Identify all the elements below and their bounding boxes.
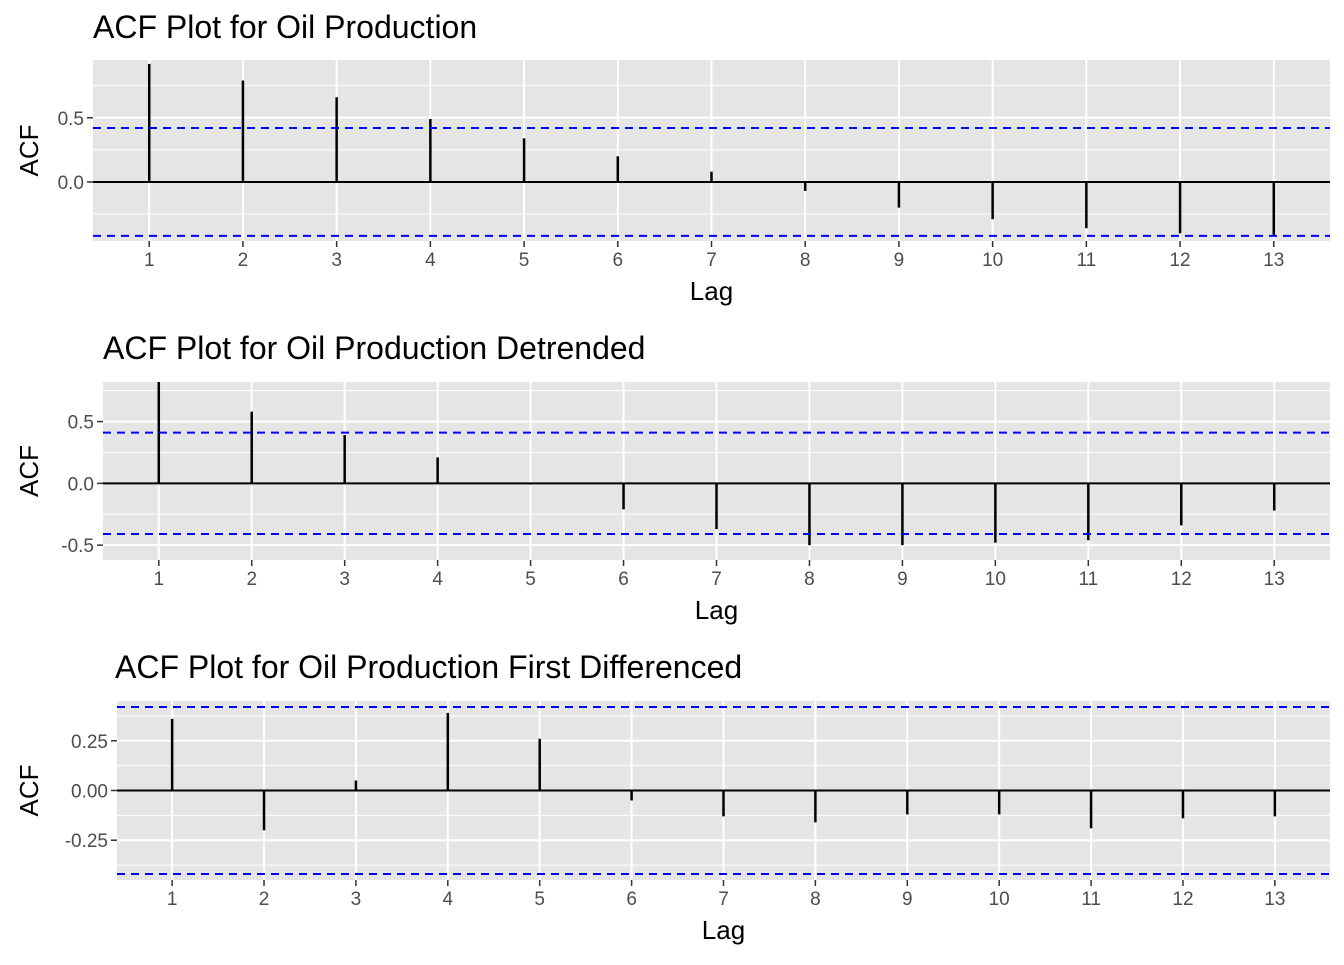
x-tick-label: 10 [982,250,1003,271]
x-tick-label: 8 [800,250,811,271]
y-axis-label: ACF [14,765,44,817]
x-tick-label: 11 [1078,569,1098,590]
x-tick-label: 11 [1081,889,1101,910]
x-tick-label: 10 [985,569,1006,590]
x-tick-label: 11 [1076,250,1096,271]
x-tick-label: 4 [443,889,454,910]
x-tick-label: 10 [989,889,1010,910]
y-tick-label: -0.25 [65,831,108,852]
x-tick-label: 9 [894,250,905,271]
acf-panel-3: ACF Plot for Oil Production First Differ… [14,649,1330,945]
x-tick-label: 5 [525,569,536,590]
x-tick-label: 8 [810,889,821,910]
x-tick-label: 6 [612,250,623,271]
x-tick-label: 5 [534,889,545,910]
y-tick-label: 0.25 [71,732,108,753]
chart-title: ACF Plot for Oil Production First Differ… [115,649,742,685]
x-tick-label: 9 [897,569,908,590]
y-tick-label: 0.0 [58,173,84,194]
x-axis-label: Lag [690,276,733,306]
acf-panel-2: ACF Plot for Oil Production Detrended -0.… [14,330,1330,625]
x-tick-label: 7 [718,889,729,910]
x-axis-label: Lag [702,915,745,945]
x-tick-label: 6 [626,889,637,910]
x-tick-label: 3 [351,889,362,910]
y-tick-label: -0.5 [61,536,94,557]
x-axis-label: Lag [695,595,738,625]
x-tick-label: 13 [1264,889,1285,910]
x-tick-label: 1 [144,250,155,271]
x-tick-label: 4 [425,250,436,271]
x-tick-label: 2 [259,889,270,910]
x-tick-label: 6 [618,569,629,590]
x-tick-label: 8 [804,569,815,590]
x-tick-label: 13 [1264,569,1285,590]
x-tick-label: 2 [238,250,249,271]
x-tick-label: 3 [339,569,350,590]
x-tick-label: 4 [432,569,443,590]
x-tick-label: 5 [519,250,530,271]
chart-title: ACF Plot for Oil Production Detrended [103,330,645,366]
x-tick-label: 1 [167,889,178,910]
x-tick-label: 7 [706,250,717,271]
x-tick-label: 13 [1263,250,1284,271]
x-tick-label: 12 [1172,889,1193,910]
x-tick-label: 12 [1169,250,1190,271]
x-tick-label: 3 [331,250,342,271]
y-tick-label: 0.5 [68,413,94,434]
x-tick-label: 9 [902,889,913,910]
y-axis-label: ACF [14,445,44,497]
y-tick-label: 0.5 [58,109,84,130]
y-tick-label: 0.0 [68,474,94,495]
x-tick-label: 2 [246,569,257,590]
x-tick-label: 1 [153,569,164,590]
x-tick-label: 12 [1171,569,1192,590]
y-tick-label: 0.00 [71,782,108,803]
y-axis-label: ACF [14,125,44,177]
x-tick-label: 7 [711,569,722,590]
chart-title: ACF Plot for Oil Production [93,9,477,45]
